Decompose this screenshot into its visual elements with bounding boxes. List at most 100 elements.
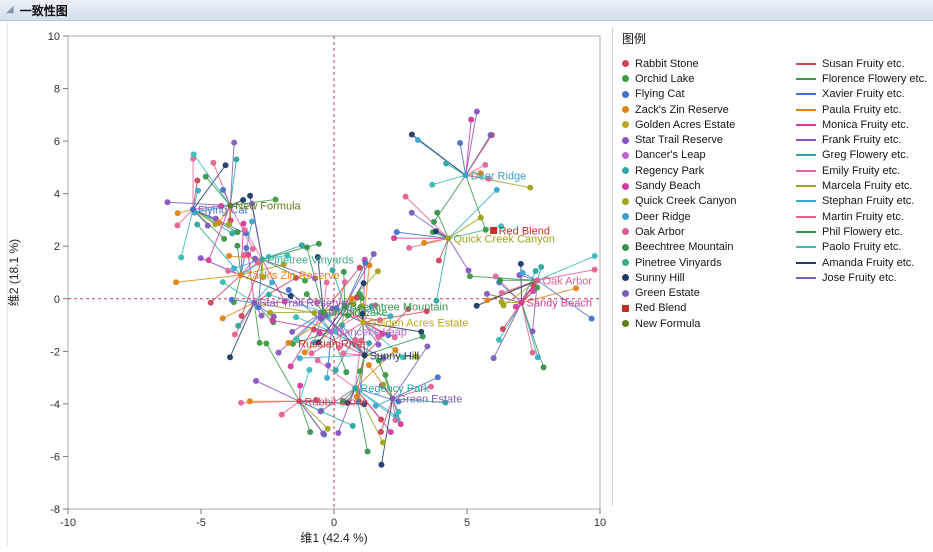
judge-point[interactable] <box>534 284 541 291</box>
judge-point[interactable] <box>380 355 387 362</box>
judge-point[interactable] <box>428 383 435 390</box>
judge-point[interactable] <box>485 175 492 182</box>
judge-point[interactable] <box>204 222 211 229</box>
judge-point[interactable] <box>499 326 506 333</box>
judge-point[interactable] <box>442 399 449 406</box>
judge-point[interactable] <box>308 350 315 357</box>
judge-point[interactable] <box>591 253 598 260</box>
judge-point[interactable] <box>285 339 292 346</box>
legend-item-product[interactable]: Red Blend <box>622 301 790 316</box>
judge-point[interactable] <box>378 461 385 468</box>
judge-point[interactable] <box>497 277 504 284</box>
judge-point[interactable] <box>358 337 365 344</box>
judge-point[interactable] <box>317 408 324 415</box>
judge-point[interactable] <box>329 305 336 312</box>
judge-point[interactable] <box>418 328 425 335</box>
judge-point[interactable] <box>207 299 214 306</box>
judge-point[interactable] <box>265 291 272 298</box>
legend-item-judge[interactable]: Florence Flowery etc. <box>796 71 927 86</box>
judge-point[interactable] <box>353 294 360 301</box>
judge-point[interactable] <box>429 181 436 188</box>
judge-point[interactable] <box>414 136 421 143</box>
legend-item-product[interactable]: Sandy Beach <box>622 178 790 193</box>
judge-point[interactable] <box>419 333 426 340</box>
consensus-map-plot[interactable]: Rabbit Stone Orchid Lake Flying Cat Zack's … <box>0 21 612 552</box>
judge-point[interactable] <box>313 397 320 404</box>
judge-point[interactable] <box>285 287 292 294</box>
legend-item-product[interactable]: Star Trail Reserve <box>622 132 790 147</box>
judge-point[interactable] <box>231 331 238 338</box>
judge-point[interactable] <box>174 222 181 229</box>
judge-point[interactable] <box>340 350 347 357</box>
judge-point[interactable] <box>307 429 314 436</box>
judge-point[interactable] <box>362 259 369 266</box>
judge-point[interactable] <box>512 303 519 310</box>
legend-item-judge[interactable]: Stephan Fruity etc. <box>796 194 927 209</box>
judge-point[interactable] <box>302 277 309 284</box>
judge-point[interactable] <box>311 326 318 333</box>
judge-point[interactable] <box>317 315 324 322</box>
judge-point[interactable] <box>230 265 237 272</box>
legend-item-judge[interactable]: Amanda Fruity etc. <box>796 255 927 270</box>
judge-point[interactable] <box>359 310 366 317</box>
judge-point[interactable] <box>314 357 321 364</box>
judge-point[interactable] <box>227 354 234 361</box>
judge-point[interactable] <box>393 229 400 236</box>
judge-point[interactable] <box>405 305 412 312</box>
legend-item-product[interactable]: Quick Creek Canyon <box>622 194 790 209</box>
judge-point[interactable] <box>370 250 377 257</box>
judge-point[interactable] <box>267 309 274 316</box>
legend-item-product[interactable]: New Formula <box>622 316 790 331</box>
judge-point[interactable] <box>296 355 303 362</box>
product-centroid[interactable] <box>445 235 452 242</box>
product-centroid[interactable] <box>490 226 498 234</box>
judge-point[interactable] <box>303 291 310 298</box>
judge-point[interactable] <box>465 267 472 274</box>
judge-point[interactable] <box>360 280 367 287</box>
judge-point[interactable] <box>221 235 228 242</box>
judge-point[interactable] <box>306 366 313 373</box>
judge-point[interactable] <box>392 347 399 354</box>
judge-point[interactable] <box>248 218 255 225</box>
legend-item-product[interactable]: Zack's Zin Reserve <box>622 102 790 117</box>
judge-point[interactable] <box>234 229 241 236</box>
legend-item-product[interactable]: Golden Acres Estate <box>622 117 790 132</box>
judge-point[interactable] <box>473 302 480 309</box>
product-centroid[interactable] <box>341 303 348 310</box>
judge-point[interactable] <box>406 244 413 251</box>
legend-item-judge[interactable]: Paolo Fruity etc. <box>796 240 927 255</box>
judge-point[interactable] <box>408 131 415 138</box>
judge-point[interactable] <box>374 268 381 275</box>
judge-point[interactable] <box>233 156 240 163</box>
product-centroid[interactable] <box>259 256 266 263</box>
judge-point[interactable] <box>243 245 250 252</box>
judge-point[interactable] <box>483 290 490 297</box>
judge-point[interactable] <box>529 349 536 356</box>
judge-point[interactable] <box>260 274 267 281</box>
legend-item-judge[interactable]: Phil Flowery etc. <box>796 224 927 239</box>
judge-point[interactable] <box>280 261 287 268</box>
outline-title-bar[interactable]: ◢ 一致性图 <box>0 0 933 21</box>
judge-point[interactable] <box>387 313 394 320</box>
judge-point[interactable] <box>303 244 310 251</box>
judge-point[interactable] <box>228 296 235 303</box>
judge-point[interactable] <box>435 257 442 264</box>
judge-point[interactable] <box>434 209 441 216</box>
legend-item-product[interactable]: Pinetree Vinyards <box>622 255 790 270</box>
judge-point[interactable] <box>324 374 331 381</box>
judge-point[interactable] <box>263 340 270 347</box>
product-centroid[interactable] <box>352 385 359 392</box>
judge-point[interactable] <box>293 314 300 321</box>
judge-point[interactable] <box>433 297 440 304</box>
judge-point[interactable] <box>324 425 331 432</box>
judge-point[interactable] <box>315 339 322 346</box>
judge-point[interactable] <box>174 210 181 217</box>
judge-point[interactable] <box>482 226 489 233</box>
judge-point[interactable] <box>258 312 265 319</box>
judge-point[interactable] <box>391 235 398 242</box>
judge-point[interactable] <box>498 289 505 296</box>
legend-item-product[interactable]: Dancer's Leap <box>622 148 790 163</box>
product-centroid[interactable] <box>190 206 197 213</box>
judge-point[interactable] <box>197 255 204 262</box>
judge-point[interactable] <box>477 170 484 177</box>
